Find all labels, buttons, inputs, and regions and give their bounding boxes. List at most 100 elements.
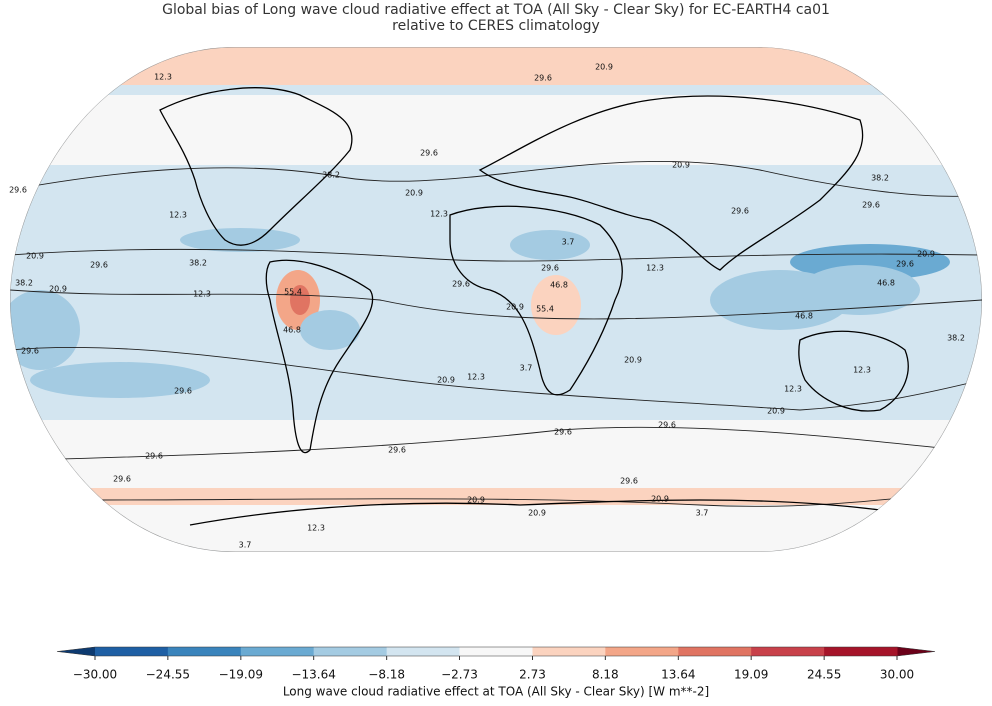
contour-label: 12.3 (784, 385, 802, 394)
colorbar-over (897, 647, 935, 656)
contour-label: 20.9 (405, 189, 423, 198)
contour-label: 3.7 (696, 509, 709, 518)
bias-region (350, 48, 490, 72)
contour-label: 20.9 (595, 63, 613, 72)
contour-label: 20.9 (672, 161, 690, 170)
colorbar: −30.00 −24.55 −19.09 −13.64 −8.18 −2.73 2.73 8.… (56, 646, 936, 699)
contour-label: 12.3 (169, 211, 187, 220)
contour-label: 29.6 (452, 280, 470, 289)
contour-label: 12.3 (646, 264, 664, 273)
bias-band (10, 488, 982, 506)
colorbar-tick-label: −30.00 (73, 668, 117, 682)
colorbar-tick-label: 13.64 (661, 668, 695, 682)
contour-label: 29.6 (896, 260, 914, 269)
bias-region (10, 290, 80, 370)
bias-region (180, 228, 300, 252)
contour-label: 38.2 (947, 334, 965, 343)
contour-label: 29.6 (620, 477, 638, 486)
title-line: Global bias of Long wave cloud radiative… (162, 2, 830, 18)
colorbar-label: Long wave cloud radiative effect at TOA … (283, 685, 709, 699)
colorbar-bin (95, 647, 169, 656)
colorbar-tick-label: −2.73 (441, 668, 478, 682)
contour-label: 3.7 (520, 364, 533, 373)
contour-label: 20.9 (624, 356, 642, 365)
colorbar-tick-label: 19.09 (734, 668, 768, 682)
map-border (10, 47, 982, 552)
contour-label: 55.4 (284, 288, 302, 297)
contour-label: 29.6 (862, 201, 880, 210)
contour-label: 20.9 (506, 303, 524, 312)
bias-region (800, 265, 920, 315)
contour-label: 29.6 (113, 475, 131, 484)
bias-band (10, 505, 982, 552)
bias-region (640, 47, 880, 74)
contour-label: 29.6 (534, 74, 552, 83)
colorbar-tick-label: −8.18 (368, 668, 405, 682)
contour-label: 29.6 (420, 149, 438, 158)
colorbar-bin (751, 647, 825, 656)
colorbar-bin (459, 647, 533, 656)
contour-label: 29.6 (731, 207, 749, 216)
contour-label: 29.6 (9, 186, 27, 195)
contour-label: 46.8 (795, 312, 813, 321)
contour-labels: 12.3 29.620.938.229.620.929.612.3 12.33.72… (9, 63, 965, 550)
bias-region (531, 275, 581, 335)
contour-label: 38.2 (189, 259, 207, 268)
contour-label: 12.3 (467, 373, 485, 382)
colorbar-bin (678, 647, 752, 656)
contour-label: 38.2 (322, 171, 340, 180)
colorbar-bin (313, 647, 388, 656)
contour-label: 12.3 (430, 210, 448, 219)
contour-label: 29.6 (554, 428, 572, 437)
colorbar-tick-label: 24.55 (807, 668, 841, 682)
contour-label: 29.6 (174, 387, 192, 396)
colorbar-bin (240, 647, 315, 656)
contour-label: 20.9 (651, 495, 669, 504)
colorbar-bin (532, 647, 606, 656)
bias-region (290, 285, 310, 315)
title-line: relative to CERES climatology (392, 18, 600, 34)
bias-region (300, 310, 360, 350)
contour-label: 12.3 (154, 73, 172, 82)
contour-label: 29.6 (90, 261, 108, 270)
contour-label: 29.6 (388, 446, 406, 455)
contour-label: 29.6 (658, 421, 676, 430)
contour-label: 46.8 (283, 326, 301, 335)
colorbar-bin (386, 647, 461, 656)
contour-label: 20.9 (917, 250, 935, 259)
colorbar-tick-label: −19.09 (219, 668, 263, 682)
bias-band (10, 47, 982, 85)
colorbar-tick-label: 2.73 (519, 668, 546, 682)
contour-label: 29.6 (21, 347, 39, 356)
colorbar-bin (824, 647, 898, 656)
contour-label: 20.9 (49, 285, 67, 294)
colorbar-bin (605, 647, 679, 656)
contour-label: 20.9 (767, 407, 785, 416)
bias-band (10, 95, 982, 165)
contour-label: 46.8 (877, 279, 895, 288)
coastlines (10, 87, 982, 526)
contour-label: 20.9 (528, 509, 546, 518)
colorbar-tick-label: 8.18 (592, 668, 619, 682)
contour-label: 12.3 (307, 524, 325, 533)
contour-label: 20.9 (26, 252, 44, 261)
colorbar-bin (167, 647, 242, 656)
contour-label: 38.2 (871, 174, 889, 183)
contour-label: 20.9 (467, 496, 485, 505)
contour-label: 3.7 (239, 541, 252, 550)
colorbar-tick-label: −13.64 (291, 668, 335, 682)
contour-label: 38.2 (15, 279, 33, 288)
contour-label: 46.8 (550, 281, 568, 290)
colorbar-under (57, 647, 95, 656)
bias-region (30, 362, 210, 398)
contour-label: 29.6 (145, 452, 163, 461)
bias-region (510, 230, 590, 260)
contour-label: 12.3 (853, 366, 871, 375)
colorbar-tick-label: −24.55 (146, 668, 190, 682)
map (10, 47, 982, 552)
colorbar-tick-label: 30.00 (880, 668, 914, 682)
contour-label: 29.6 (541, 264, 559, 273)
contour-label: 3.7 (562, 238, 575, 247)
contour-label: 55.4 (536, 305, 554, 314)
